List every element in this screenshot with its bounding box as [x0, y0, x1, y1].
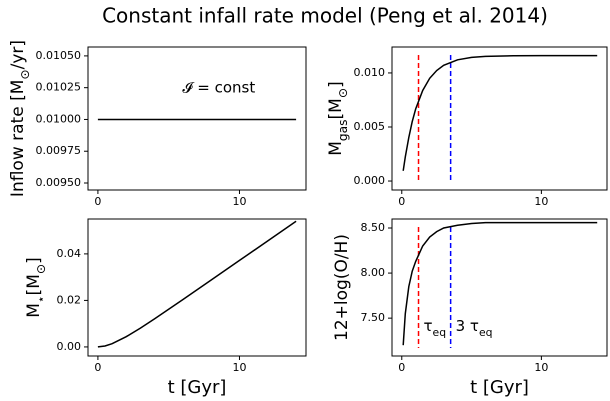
y-tick-label: 0.00975 [36, 144, 82, 157]
text-segment: [M [326, 98, 346, 119]
annotation: 𝓘 = const [182, 79, 255, 97]
y-tick-label: 0.01000 [36, 112, 82, 125]
text-segment: M [326, 141, 346, 156]
x-tick-label: 0 [94, 361, 101, 374]
x-axis-label: t [Gyr] [470, 377, 529, 398]
y-tick-label: 8.50 [361, 221, 386, 234]
text-segment: 12+log(O/H) [332, 234, 352, 341]
text-segment: ⊙ [34, 264, 48, 274]
y-tick-label: 0.01050 [36, 49, 82, 62]
axes-frame [391, 218, 608, 357]
y-tick-label: 8.00 [361, 266, 386, 279]
text-segment: eq [433, 326, 447, 339]
x-tick-label: 0 [398, 361, 405, 374]
reference-label: τeq [424, 317, 447, 339]
data-line [97, 220, 297, 348]
y-axis-label: Inflow rate [M⊙/yr] [8, 40, 32, 197]
y-axis-label: 12+log(O/H) [332, 234, 352, 341]
y-tick-label: 0.005 [354, 120, 386, 133]
x-tick-label: 10 [534, 195, 548, 208]
x-tick-label: 0 [398, 195, 405, 208]
reference-label: 3 τeq [456, 317, 493, 339]
axes-frame [87, 218, 307, 357]
data-line [402, 54, 598, 171]
y-tick-label: 0.02 [57, 293, 82, 306]
y-tick-label: 7.50 [361, 311, 386, 324]
data-line [402, 221, 598, 346]
text-segment: 3 τ [456, 317, 479, 335]
text-segment: ] [24, 257, 44, 264]
x-tick-label: 10 [534, 361, 548, 374]
y-tick-label: 0.010 [354, 66, 386, 79]
text-segment: ⊙ [336, 88, 350, 98]
text-segment: τ [424, 317, 433, 335]
y-tick-label: 0.00950 [36, 176, 82, 189]
y-tick-label: 0.01025 [36, 81, 82, 94]
figure-title: Constant infall rate model (Peng et al. … [102, 4, 548, 28]
y-tick-label: 0.04 [57, 247, 82, 260]
text-segment: gas [336, 119, 350, 141]
y-axis-label: M⋆[M⊙] [24, 257, 48, 318]
text-segment: M [24, 303, 44, 318]
x-axis-label: t [Gyr] [168, 377, 227, 398]
text-segment: /yr] [8, 40, 28, 69]
y-axis-label: Mgas[M⊙] [326, 81, 350, 156]
text-segment: ⋆ [34, 295, 48, 303]
text-segment: ⊙ [18, 69, 32, 79]
text-segment: eq [479, 326, 493, 339]
axes-frame [87, 46, 307, 191]
text-segment: [M [24, 274, 44, 295]
x-tick-label: 10 [232, 195, 246, 208]
axes-frame [391, 46, 608, 191]
x-tick-label: 0 [94, 195, 101, 208]
text-segment: ] [326, 81, 346, 88]
x-tick-label: 10 [232, 361, 246, 374]
y-tick-label: 0.00 [57, 340, 82, 353]
text-segment: Inflow rate [M [8, 80, 28, 197]
y-tick-label: 0.000 [354, 174, 386, 187]
